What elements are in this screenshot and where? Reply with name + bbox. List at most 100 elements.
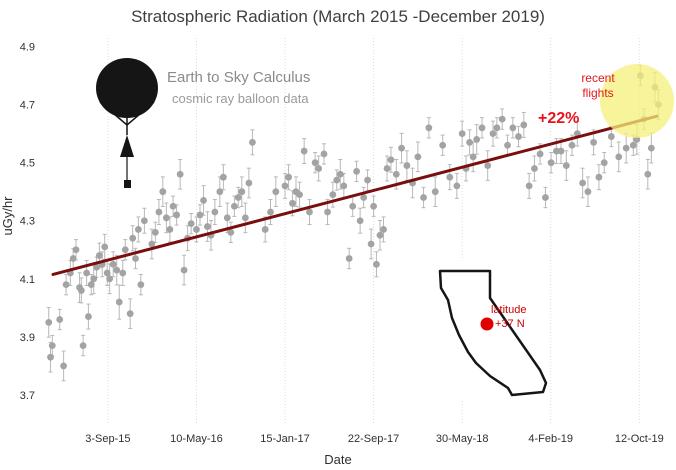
trend-line bbox=[51, 114, 659, 276]
x-tick-label: 3-Sep-15 bbox=[85, 433, 130, 445]
data-point bbox=[241, 214, 249, 222]
data-point bbox=[367, 240, 375, 248]
data-point bbox=[115, 298, 123, 306]
data-point bbox=[113, 266, 121, 274]
data-point bbox=[644, 170, 652, 178]
data-point bbox=[166, 226, 174, 233]
data-point bbox=[484, 162, 492, 169]
data-point bbox=[473, 136, 481, 143]
x-tick-label: 4-Feb-19 bbox=[528, 433, 573, 445]
data-point bbox=[238, 188, 246, 196]
data-point bbox=[137, 281, 145, 289]
data-point bbox=[83, 269, 91, 277]
data-point bbox=[336, 170, 344, 178]
data-point bbox=[425, 124, 433, 132]
data-point bbox=[315, 165, 323, 172]
data-point bbox=[216, 188, 224, 196]
data-point bbox=[590, 138, 598, 146]
data-point bbox=[289, 199, 296, 207]
data-point bbox=[300, 147, 308, 155]
data-point bbox=[536, 150, 544, 158]
data-point bbox=[193, 226, 200, 233]
data-point bbox=[311, 159, 319, 167]
data-point bbox=[126, 310, 134, 318]
data-point bbox=[349, 202, 357, 210]
data-point bbox=[129, 234, 137, 242]
data-point bbox=[353, 167, 360, 175]
data-point bbox=[90, 275, 98, 283]
data-point bbox=[121, 246, 129, 254]
data-point bbox=[584, 188, 592, 196]
data-point bbox=[103, 269, 111, 277]
data-point bbox=[306, 208, 313, 216]
recent-flights-highlight bbox=[600, 64, 674, 138]
data-point bbox=[525, 182, 533, 190]
data-point bbox=[509, 124, 517, 132]
y-tick-label: 4.1 bbox=[20, 274, 35, 286]
recent-label-line2: flights bbox=[582, 86, 613, 100]
data-point bbox=[106, 275, 114, 283]
data-point bbox=[364, 176, 371, 184]
data-point bbox=[56, 316, 64, 323]
data-point bbox=[148, 240, 156, 248]
data-point bbox=[211, 208, 219, 216]
data-point bbox=[414, 153, 422, 161]
y-axis-ticks: 3.7 3.9 4.1 4.3 4.5 4.7 4.9 bbox=[20, 42, 35, 402]
data-point bbox=[140, 217, 148, 225]
x-tick-label: 30-May-18 bbox=[436, 433, 489, 445]
data-point bbox=[261, 226, 269, 233]
data-point bbox=[77, 287, 85, 294]
data-point bbox=[281, 182, 289, 190]
data-point bbox=[439, 141, 447, 149]
data-point bbox=[622, 144, 630, 152]
data-point bbox=[647, 144, 655, 152]
data-point bbox=[373, 260, 380, 268]
data-point bbox=[340, 182, 348, 190]
data-point bbox=[557, 147, 565, 155]
data-point bbox=[458, 130, 466, 138]
x-tick-label: 15-Jan-17 bbox=[260, 433, 310, 445]
data-point bbox=[504, 141, 511, 149]
data-point bbox=[615, 153, 623, 161]
data-point bbox=[431, 188, 439, 196]
data-point bbox=[420, 194, 427, 201]
data-point bbox=[285, 173, 292, 181]
data-point bbox=[72, 246, 80, 254]
y-axis-label: uGy/hr bbox=[0, 196, 15, 236]
data-point bbox=[296, 191, 303, 199]
data-point bbox=[173, 211, 181, 219]
data-point bbox=[48, 342, 56, 349]
chart-title: Stratospheric Radiation (March 2015 -Dec… bbox=[131, 7, 545, 26]
data-point bbox=[272, 188, 280, 196]
data-point bbox=[498, 115, 506, 123]
trend-percent-label: +22% bbox=[538, 110, 579, 127]
data-point bbox=[187, 220, 195, 228]
data-point bbox=[93, 263, 100, 271]
x-tick-label: 22-Sep-17 bbox=[348, 433, 399, 445]
data-point bbox=[249, 138, 256, 146]
x-axis-ticks: 3-Sep-15 10-May-16 15-Jan-17 22-Sep-17 30-Ma… bbox=[85, 433, 664, 445]
data-point bbox=[466, 138, 474, 146]
data-point bbox=[230, 202, 238, 210]
data-point bbox=[176, 170, 184, 178]
data-point bbox=[267, 208, 274, 216]
y-tick-label: 4.5 bbox=[20, 158, 35, 170]
data-point bbox=[515, 133, 522, 140]
data-point bbox=[155, 208, 163, 216]
data-point bbox=[579, 179, 587, 187]
data-point bbox=[47, 353, 54, 361]
data-point bbox=[403, 162, 411, 169]
data-point bbox=[370, 202, 377, 210]
data-point bbox=[119, 269, 127, 277]
data-point bbox=[392, 170, 400, 178]
brand-subtitle: cosmic ray balloon data bbox=[172, 91, 309, 106]
data-point bbox=[69, 255, 77, 262]
data-point bbox=[629, 141, 637, 149]
data-point bbox=[245, 179, 253, 187]
data-point bbox=[180, 266, 188, 274]
y-tick-label: 4.3 bbox=[20, 216, 35, 228]
data-point bbox=[45, 318, 53, 326]
data-point bbox=[360, 194, 368, 201]
data-point bbox=[200, 197, 207, 204]
x-tick-label: 12-Oct-19 bbox=[615, 433, 664, 445]
